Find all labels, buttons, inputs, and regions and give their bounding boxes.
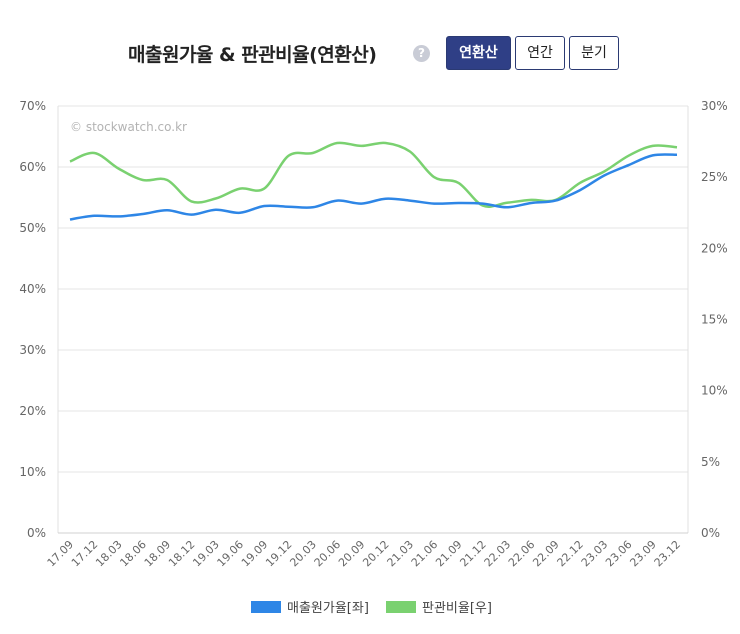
x-tick-label: 22.06	[506, 538, 537, 569]
x-tick-label: 23.12	[652, 538, 683, 569]
legend-item-cost-ratio[interactable]: 매출원가율[좌]	[251, 597, 369, 616]
chart-header: 매출원가율 & 판관비율(연환산) ? 연환산 연간 분기	[0, 34, 740, 76]
x-tick-label: 20.09	[336, 538, 367, 569]
y-right-tick-label: 15%	[701, 313, 728, 327]
legend-swatch-cost-ratio	[251, 600, 281, 613]
chart-legend: 매출원가율[좌] 판관비율[우]	[0, 597, 740, 617]
x-tick-label: 19.12	[263, 538, 294, 569]
watermark-text: © stockwatch.co.kr	[70, 120, 187, 134]
x-tick-label: 21.09	[433, 538, 464, 569]
x-tick-label: 19.03	[190, 538, 221, 569]
x-tick-label: 17.09	[45, 538, 76, 569]
legend-swatch-sga-ratio	[386, 600, 416, 613]
chart-title: 매출원가율 & 판관비율(연환산)	[128, 44, 377, 66]
legend-item-sga-ratio[interactable]: 판관비율[우]	[386, 597, 492, 616]
x-tick-label: 18.12	[166, 538, 197, 569]
x-tick-label: 20.06	[312, 538, 343, 569]
y-right-tick-label: 0%	[701, 526, 720, 540]
tab-annualized[interactable]: 연환산	[446, 36, 511, 70]
y-left-tick-label: 60%	[19, 160, 46, 174]
legend-label-cost-ratio: 매출원가율[좌]	[287, 601, 369, 616]
help-icon[interactable]: ?	[413, 45, 430, 62]
tab-quarterly[interactable]: 분기	[569, 36, 619, 70]
y-left-tick-label: 20%	[19, 404, 46, 418]
x-tick-label: 20.12	[360, 538, 391, 569]
x-tick-label: 17.12	[69, 538, 100, 569]
y-left-tick-label: 70%	[19, 99, 46, 113]
y-left-tick-label: 0%	[27, 526, 46, 540]
x-tick-label: 21.12	[457, 538, 488, 569]
x-tick-label: 22.03	[482, 538, 513, 569]
x-tick-label: 23.06	[603, 538, 634, 569]
y-right-tick-label: 30%	[701, 99, 728, 113]
y-left-tick-label: 40%	[19, 282, 46, 296]
series-line-cost-ratio	[69, 153, 678, 221]
tab-annual[interactable]: 연간	[515, 36, 565, 70]
series-line-sga-ratio	[69, 141, 678, 208]
y-right-tick-label: 20%	[701, 241, 728, 255]
x-tick-label: 21.03	[385, 538, 416, 569]
x-tick-label: 23.03	[579, 538, 610, 569]
y-left-tick-label: 10%	[19, 465, 46, 479]
y-right-tick-label: 25%	[701, 170, 728, 184]
y-right-tick-label: 10%	[701, 384, 728, 398]
x-tick-label: 19.06	[215, 538, 246, 569]
x-tick-label: 19.09	[239, 538, 270, 569]
y-right-tick-label: 5%	[701, 455, 720, 469]
y-left-tick-label: 30%	[19, 343, 46, 357]
x-tick-label: 23.09	[627, 538, 658, 569]
x-tick-label: 21.06	[409, 538, 440, 569]
x-tick-label: 22.12	[555, 538, 586, 569]
x-tick-label: 22.09	[530, 538, 561, 569]
x-tick-label: 20.03	[287, 538, 318, 569]
legend-label-sga-ratio: 판관비율[우]	[422, 601, 492, 616]
x-tick-label: 18.03	[93, 538, 124, 569]
x-tick-label: 18.06	[117, 538, 148, 569]
y-left-tick-label: 50%	[19, 221, 46, 235]
x-tick-label: 18.09	[142, 538, 173, 569]
